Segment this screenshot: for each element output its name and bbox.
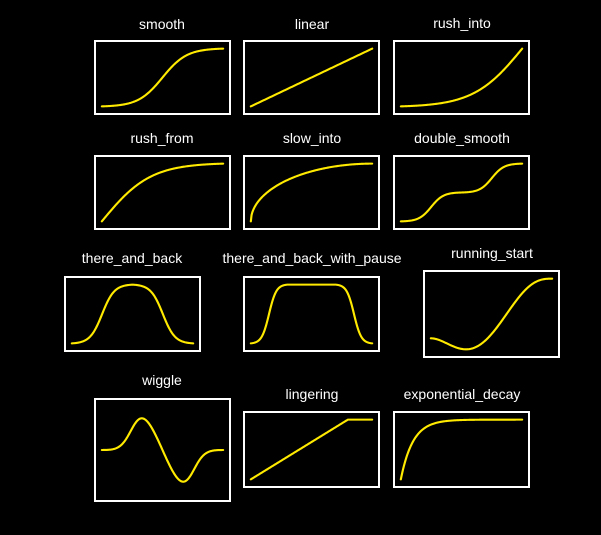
curve-there-and-back (70, 283, 195, 345)
plot-frame (243, 276, 380, 352)
cell-label: wiggle (142, 372, 182, 388)
curve-running-start (429, 277, 554, 351)
cell-label: there_and_back_with_pause (222, 250, 402, 266)
plot-frame (243, 411, 380, 488)
plot-frame (393, 40, 530, 115)
plot-svg (249, 283, 374, 345)
plot-svg (249, 47, 374, 108)
plot-svg (100, 417, 225, 483)
curve-lingering (249, 418, 374, 481)
curve-slow-into (249, 162, 374, 223)
plot-svg (100, 162, 225, 223)
plot-frame (243, 40, 380, 115)
plot-svg (249, 162, 374, 223)
curve-double-smooth (399, 162, 524, 223)
cell-label: running_start (451, 245, 533, 261)
plot-svg (100, 47, 225, 108)
cell-label: there_and_back (81, 250, 183, 266)
plot-svg (429, 277, 554, 351)
curve-rush-into (399, 47, 524, 108)
curve-there-and-back-with-pause (249, 283, 374, 345)
cell-label: lingering (285, 386, 339, 402)
cell-label: exponential_decay (403, 386, 521, 402)
plot-frame (94, 398, 231, 502)
plot-svg (399, 47, 524, 108)
plot-frame (423, 270, 560, 358)
curve-exponential-decay (399, 418, 524, 481)
plot-frame (94, 40, 231, 115)
plot-frame (243, 155, 380, 230)
plot-svg (399, 162, 524, 223)
cell-label: double_smooth (414, 130, 510, 146)
plot-svg (249, 418, 374, 481)
cell-label: linear (294, 16, 330, 32)
plot-frame (94, 155, 231, 230)
plot-frame (393, 155, 530, 230)
curve-smooth (100, 47, 225, 108)
plot-svg (399, 418, 524, 481)
curve-linear (249, 47, 374, 108)
cell-label: rush_into (433, 15, 491, 31)
curve-rush-from (100, 162, 225, 223)
cell-label: slow_into (282, 130, 342, 146)
cell-label: smooth (139, 16, 185, 32)
plot-frame (64, 276, 201, 352)
cell-label: rush_from (130, 130, 194, 146)
plot-frame (393, 411, 530, 488)
curve-wiggle (100, 417, 225, 483)
plot-svg (70, 283, 195, 345)
